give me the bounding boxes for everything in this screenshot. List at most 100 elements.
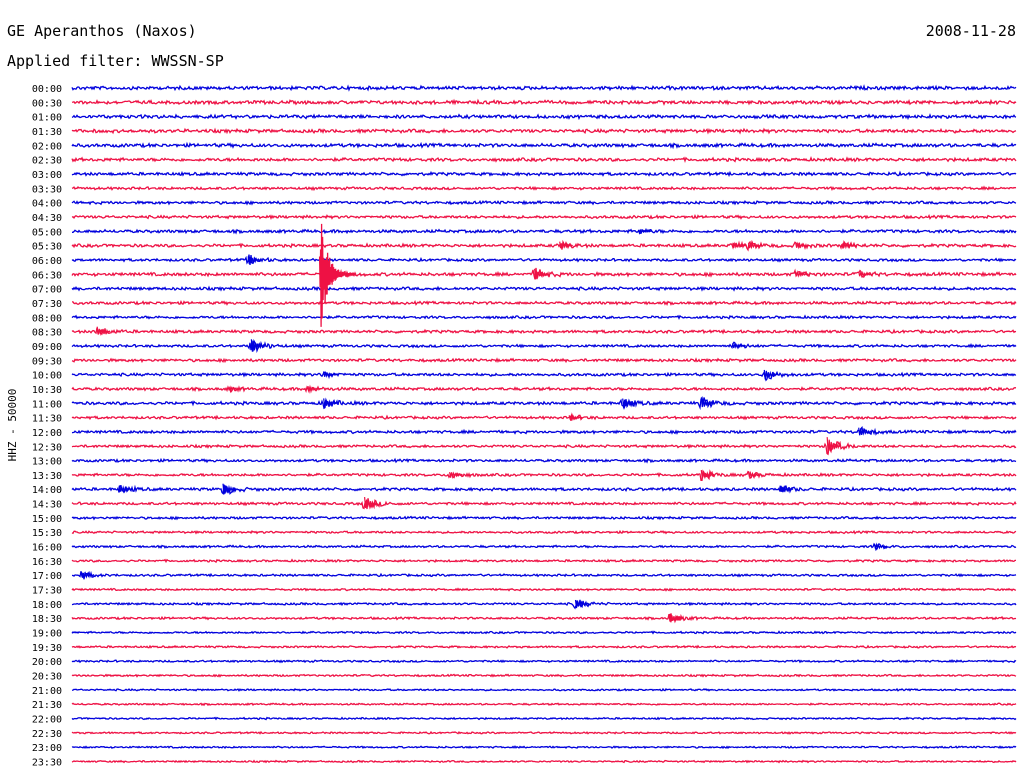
event-burst [307, 384, 322, 393]
row-time-label: 17:00 [32, 571, 62, 582]
event-burst [795, 270, 810, 278]
date-label: 2008-11-28 [926, 22, 1016, 40]
row-time-label: 03:30 [32, 184, 62, 195]
event-burst [449, 471, 464, 480]
event-burst [873, 542, 888, 550]
row-time-label: 21:30 [32, 700, 62, 711]
event-burst [323, 398, 338, 408]
trace-0900 [71, 338, 1017, 354]
trace-1000 [71, 370, 1017, 382]
row-time-label: 15:00 [32, 514, 62, 525]
trace-rows: 00:00 00:30 01:00 01:30 02:00 02:30 03:00 03:30… [32, 84, 1017, 769]
event-burst [779, 485, 794, 494]
trace-0100 [71, 113, 1017, 121]
event-burst [568, 413, 583, 421]
row-time-label: 14:00 [32, 485, 62, 496]
event-burst [80, 571, 95, 579]
trace-1930 [71, 644, 1017, 649]
event-burst [118, 485, 133, 493]
trace-1500 [71, 515, 1017, 521]
trace-1530 [71, 529, 1017, 535]
event-burst [622, 398, 637, 407]
trace-0200 [71, 141, 1017, 150]
trace-1100 [71, 396, 1017, 411]
trace-0030 [71, 98, 1017, 106]
trace-0230 [71, 156, 1017, 163]
row-time-label: 20:30 [32, 672, 62, 683]
row-time-label: 10:00 [32, 371, 62, 382]
trace-1600 [71, 542, 1017, 552]
row-time-label: 19:30 [32, 643, 62, 654]
row-time-label: 00:00 [32, 84, 62, 95]
filter-label: Applied filter: WWSSN-SP [7, 52, 224, 70]
row-time-label: 16:30 [32, 557, 62, 568]
trace-0930 [71, 357, 1017, 364]
event-burst [858, 270, 873, 279]
trace-2200 [71, 716, 1017, 721]
event-burst [574, 599, 589, 609]
event-burst [747, 470, 762, 479]
event-burst [747, 242, 762, 250]
row-time-label: 13:30 [32, 471, 62, 482]
row-time-label: 01:30 [32, 127, 62, 138]
row-time-label: 02:30 [32, 156, 62, 167]
trace-1730 [71, 587, 1017, 592]
trace-2330 [71, 759, 1017, 764]
row-time-label: 05:00 [32, 227, 62, 238]
trace-0830 [71, 327, 1017, 336]
trace-0330 [71, 185, 1017, 192]
station-title: GE Aperanthos (Naxos) [7, 22, 197, 40]
row-time-label: 04:30 [32, 213, 62, 224]
row-time-label: 12:00 [32, 428, 62, 439]
y-axis-label: HHZ - 50000 [6, 389, 19, 462]
event-burst [247, 256, 262, 264]
row-time-label: 08:00 [32, 313, 62, 324]
event-burst [700, 470, 715, 479]
row-time-label: 06:00 [32, 256, 62, 267]
trace-1700 [71, 570, 1017, 580]
row-time-label: 13:00 [32, 457, 62, 468]
trace-0730 [72, 299, 1017, 307]
row-time-label: 07:30 [32, 299, 62, 310]
trace-2230 [71, 730, 1017, 735]
trace-0800 [71, 314, 1017, 320]
row-time-label: 16:00 [32, 543, 62, 554]
row-time-label: 07:00 [32, 285, 62, 296]
trace-1330 [71, 469, 1017, 481]
trace-1300 [71, 457, 1017, 464]
trace-2100 [71, 687, 1017, 692]
row-time-label: 06:30 [32, 270, 62, 281]
event-burst [96, 326, 111, 336]
event-burst [842, 241, 857, 250]
row-time-label: 09:30 [32, 356, 62, 367]
event-burst [700, 397, 715, 408]
row-time-label: 08:30 [32, 328, 62, 339]
row-time-label: 05:30 [32, 242, 62, 253]
trace-1830 [71, 613, 1017, 624]
trace-2000 [71, 658, 1017, 664]
trace-1430 [71, 498, 1017, 510]
event-burst [763, 369, 778, 380]
event-burst [364, 497, 379, 508]
trace-0130 [71, 127, 1017, 135]
row-time-label: 17:30 [32, 586, 62, 597]
row-time-label: 00:30 [32, 98, 62, 109]
trace-0700 [71, 285, 1017, 292]
row-time-label: 14:30 [32, 500, 62, 511]
row-time-label: 04:00 [32, 199, 62, 210]
event-burst [669, 613, 684, 623]
trace-0000 [71, 84, 1017, 92]
trace-2030 [71, 673, 1017, 678]
row-time-label: 15:30 [32, 528, 62, 539]
event-burst [228, 386, 243, 393]
trace-1630 [71, 558, 1016, 564]
event-burst [637, 228, 652, 235]
event-burst [250, 339, 265, 352]
trace-1200 [71, 425, 1017, 436]
trace-0600 [71, 254, 1017, 265]
trace-1900 [71, 630, 1017, 635]
event-burst [795, 241, 810, 250]
row-time-label: 23:30 [32, 758, 62, 769]
row-time-label: 01:00 [32, 113, 62, 124]
